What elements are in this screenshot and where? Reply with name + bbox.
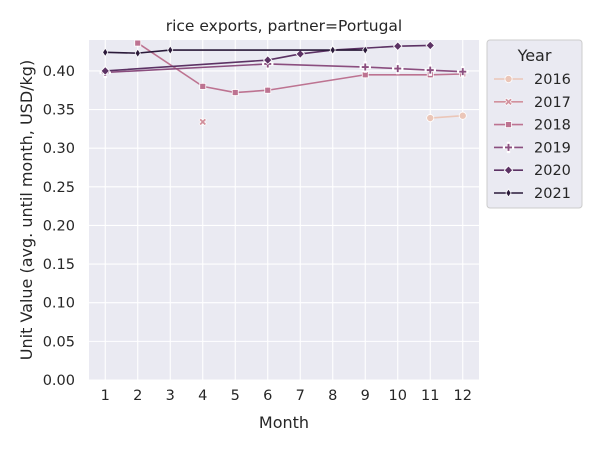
x-tick-label: 9 bbox=[361, 388, 370, 404]
x-axis-label: Month bbox=[259, 413, 309, 432]
data-point bbox=[295, 49, 306, 59]
y-tick-label: 0.25 bbox=[43, 180, 75, 196]
y-axis-label: Unit Value (avg. until month, USD/kg) bbox=[17, 60, 36, 360]
marker-stroke bbox=[505, 143, 512, 151]
grid bbox=[89, 40, 479, 381]
legend-swatch-marker bbox=[504, 97, 513, 106]
data-point bbox=[457, 65, 469, 78]
marker-stroke bbox=[459, 68, 467, 76]
legend-label: 2017 bbox=[534, 95, 571, 111]
data-point bbox=[134, 48, 141, 58]
legend-label: 2021 bbox=[534, 186, 571, 202]
x-tick-label: 3 bbox=[166, 388, 175, 404]
data-point bbox=[100, 66, 111, 76]
y-tick-label: 0.15 bbox=[43, 257, 75, 273]
y-tick-label: 0.00 bbox=[43, 373, 75, 389]
series-layer bbox=[99, 39, 469, 127]
x-tick-label: 4 bbox=[198, 388, 207, 404]
legend-swatch-marker bbox=[503, 165, 514, 175]
marker-stroke bbox=[505, 98, 512, 106]
series-line bbox=[430, 114, 463, 119]
data-point bbox=[425, 40, 436, 51]
legend-label: 2016 bbox=[534, 72, 571, 88]
data-point bbox=[458, 111, 467, 120]
series-2020 bbox=[100, 40, 436, 76]
legend-swatch-marker bbox=[505, 121, 512, 128]
legend-item-2021: 2021 bbox=[494, 186, 571, 202]
data-point bbox=[198, 117, 207, 127]
data-point bbox=[424, 64, 436, 76]
x-tick-label: 2 bbox=[133, 388, 142, 404]
y-tick-label: 0.10 bbox=[43, 296, 75, 312]
legend: Year 2016 2017 2018 2019 2020 2021 bbox=[486, 39, 583, 209]
legend-item-2018: 2018 bbox=[494, 118, 571, 134]
series-2016 bbox=[426, 111, 467, 123]
y-tick-label: 0.20 bbox=[43, 218, 75, 234]
data-point bbox=[231, 89, 239, 96]
legend-swatch-marker bbox=[505, 188, 512, 198]
data-point bbox=[134, 39, 142, 47]
x-tick-label: 5 bbox=[231, 388, 240, 404]
y-tick-label: 0.35 bbox=[43, 103, 75, 119]
data-point bbox=[426, 114, 435, 123]
series-2021 bbox=[102, 45, 369, 58]
y-tick-label: 0.40 bbox=[43, 64, 75, 80]
data-point bbox=[102, 47, 109, 58]
y-tick-label: 0.30 bbox=[43, 141, 75, 157]
x-tick-label: 6 bbox=[263, 388, 272, 404]
x-tick-label: 8 bbox=[328, 388, 337, 404]
data-point bbox=[262, 55, 273, 65]
plot-area bbox=[89, 40, 479, 380]
data-point bbox=[362, 45, 369, 55]
legend-item-2016: 2016 bbox=[494, 72, 571, 88]
chart-title: rice exports, partner=Portugal bbox=[166, 17, 403, 35]
legend-item-2019: 2019 bbox=[494, 140, 571, 156]
x-tick-label: 11 bbox=[421, 388, 439, 404]
x-tick-label: 10 bbox=[389, 388, 407, 404]
marker-stroke bbox=[199, 118, 206, 126]
marker-stroke bbox=[394, 65, 402, 73]
series-line bbox=[105, 44, 431, 72]
x-tick-label: 12 bbox=[454, 388, 472, 404]
data-point bbox=[359, 61, 371, 73]
data-point bbox=[392, 41, 403, 51]
x-tick-label: 1 bbox=[101, 388, 110, 404]
data-point bbox=[199, 82, 207, 90]
legend-swatch-marker bbox=[504, 75, 513, 84]
data-point bbox=[329, 45, 336, 55]
series-2017 bbox=[198, 117, 207, 127]
x-tick-label: 7 bbox=[296, 388, 305, 404]
marker-stroke bbox=[361, 63, 369, 71]
data-point bbox=[167, 45, 174, 55]
legend-swatch-marker bbox=[502, 141, 515, 154]
legend-title: Year bbox=[517, 46, 552, 65]
tick-labels: 1 2 3 4 5 6 7 8 9 10 11 120.000.050.100.150.200.250… bbox=[43, 64, 472, 404]
legend-items: 2016 2017 2018 2019 2020 2021 bbox=[494, 72, 571, 202]
y-tick-label: 0.05 bbox=[43, 334, 75, 350]
marker-stroke bbox=[426, 66, 434, 74]
legend-label: 2019 bbox=[534, 140, 571, 156]
legend-label: 2020 bbox=[534, 163, 571, 179]
data-point bbox=[264, 86, 272, 94]
data-point bbox=[392, 62, 404, 75]
legend-item-2017: 2017 bbox=[494, 95, 571, 111]
legend-item-2020: 2020 bbox=[494, 163, 571, 179]
legend-label: 2018 bbox=[534, 118, 571, 134]
